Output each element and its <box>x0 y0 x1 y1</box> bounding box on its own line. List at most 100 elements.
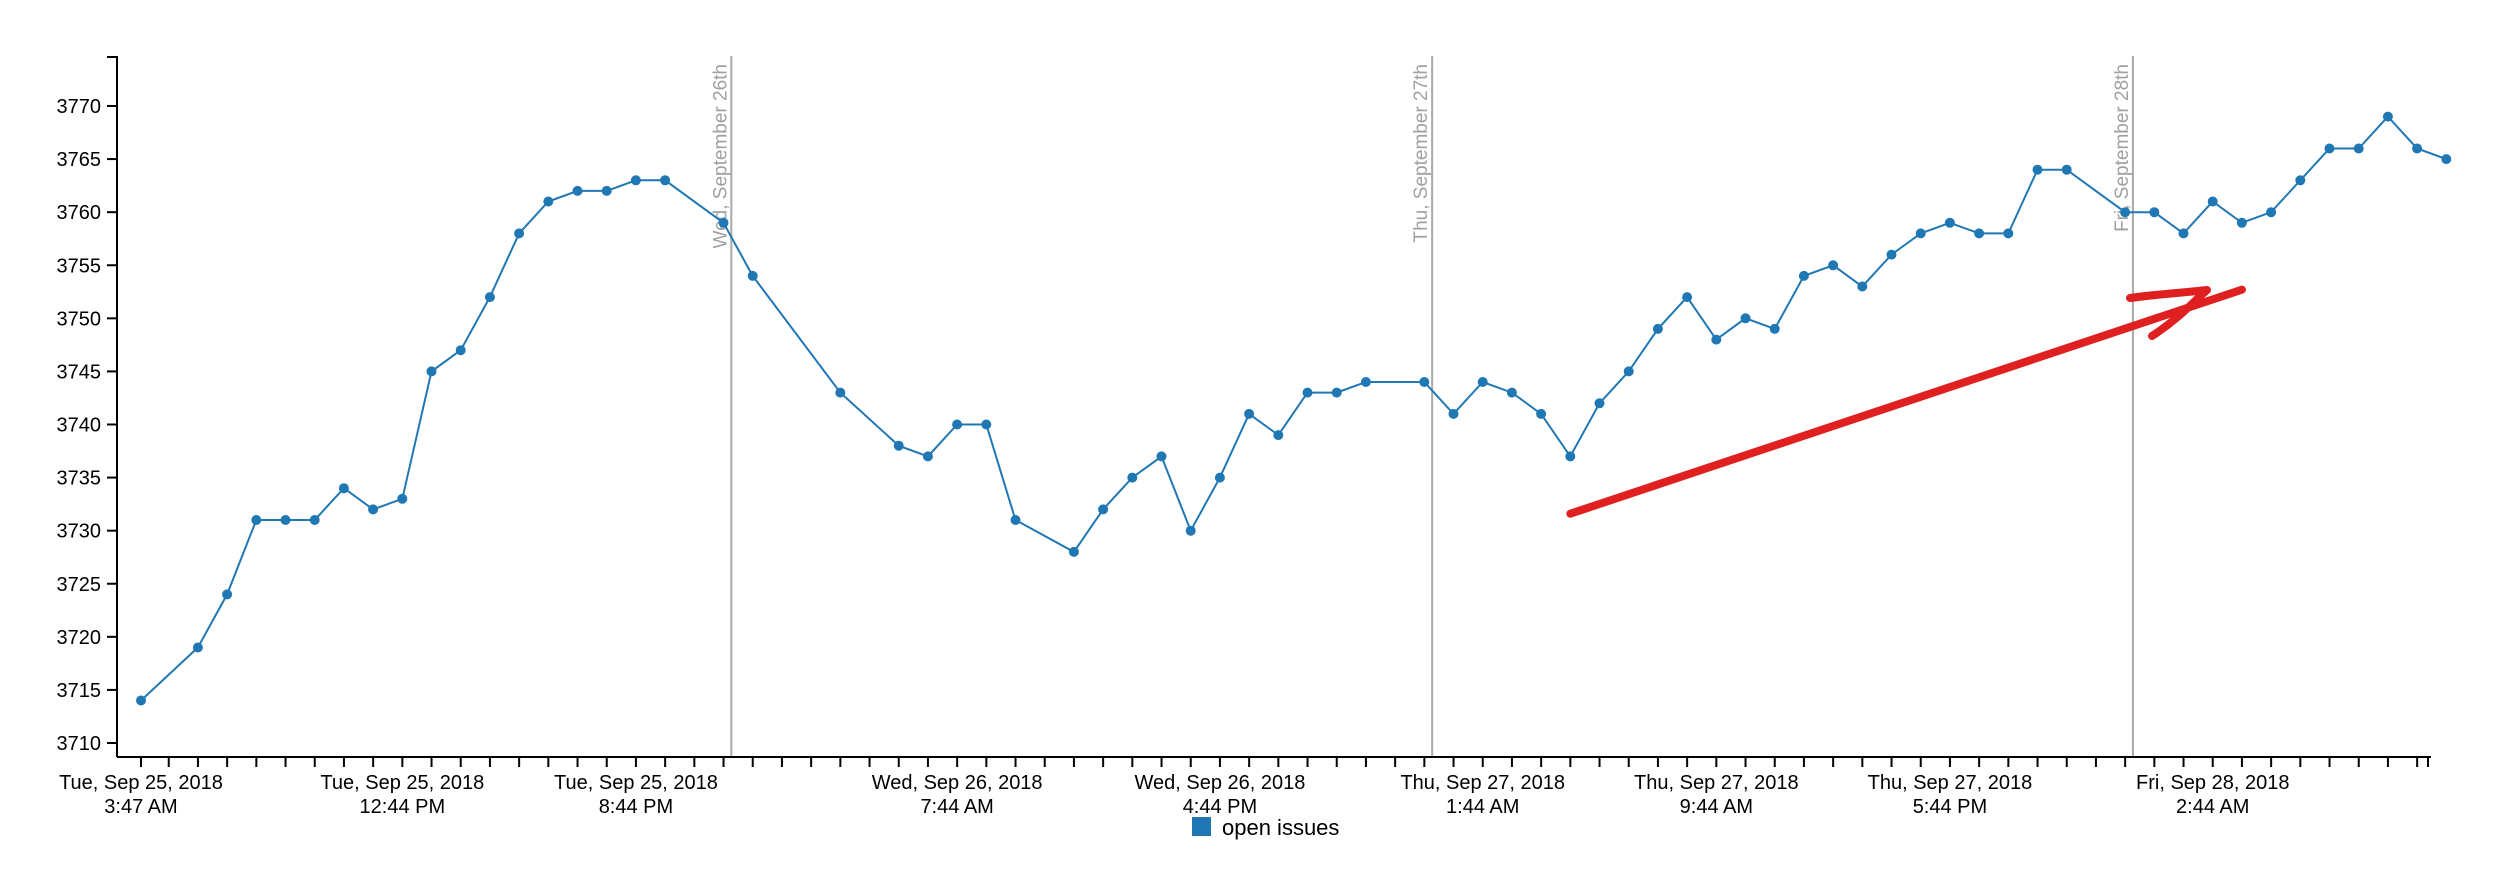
data-point[interactable] <box>1565 451 1576 462</box>
x-tick-label-time: 2:44 AM <box>2176 796 2249 818</box>
y-tick-label: 3745 <box>57 361 102 383</box>
data-point[interactable] <box>251 515 262 525</box>
data-point[interactable] <box>514 228 525 239</box>
data-point[interactable] <box>922 451 933 462</box>
data-point[interactable] <box>2353 143 2364 154</box>
data-point[interactable] <box>1536 408 1547 419</box>
x-tick-label-date: Thu, Sep 27, 2018 <box>1634 772 1799 794</box>
data-point[interactable] <box>2441 154 2452 165</box>
data-point[interactable] <box>1652 323 1663 334</box>
data-point[interactable] <box>1419 377 1430 387</box>
data-point[interactable] <box>338 483 349 494</box>
y-tick-label: 3765 <box>57 149 102 171</box>
x-tick-label-date: Thu, Sep 27, 2018 <box>1868 772 2033 794</box>
data-point[interactable] <box>136 695 146 706</box>
data-point[interactable] <box>426 366 437 377</box>
data-point[interactable] <box>1214 472 1225 483</box>
arrow-head <box>2126 286 2211 340</box>
data-point[interactable] <box>1448 408 1459 419</box>
data-point[interactable] <box>2032 164 2043 175</box>
day-markers: Wed, September 26th Thu, September 27th Fr… <box>710 56 2134 757</box>
data-point[interactable] <box>2149 207 2160 218</box>
y-tick-label: 3770 <box>57 96 102 118</box>
data-point[interactable] <box>2207 196 2218 207</box>
data-point[interactable] <box>1915 228 1926 239</box>
x-tick-label-time: 8:44 PM <box>599 796 673 818</box>
data-point[interactable] <box>1302 387 1313 398</box>
data-point[interactable] <box>1886 249 1897 260</box>
data-point[interactable] <box>1857 281 1868 292</box>
data-point[interactable] <box>1010 515 1021 525</box>
data-point[interactable] <box>309 515 320 525</box>
data-point[interactable] <box>1828 260 1839 271</box>
x-tick-label-date: Tue, Sep 25, 2018 <box>59 772 223 794</box>
data-point[interactable] <box>952 419 963 430</box>
x-tick-label-date: Thu, Sep 27, 2018 <box>1400 772 1565 794</box>
data-point[interactable] <box>1711 334 1722 345</box>
arrow-shaft <box>1566 285 2246 518</box>
data-point[interactable] <box>2120 207 2131 218</box>
data-point[interactable] <box>2295 175 2306 186</box>
data-point[interactable] <box>835 387 846 398</box>
data-point[interactable] <box>1769 323 1780 334</box>
data-point[interactable] <box>1682 292 1693 303</box>
data-point[interactable] <box>660 175 671 186</box>
data-point[interactable] <box>192 642 203 653</box>
y-tick-label: 3725 <box>57 574 102 596</box>
trend-arrow-annotation <box>1566 285 2246 518</box>
data-point[interactable] <box>1098 504 1109 515</box>
data-point[interactable] <box>1798 270 1809 281</box>
y-tick-label: 3720 <box>57 627 102 649</box>
day-marker-label: Thu, September 27th <box>1411 64 1432 243</box>
data-point[interactable] <box>572 185 583 196</box>
data-point[interactable] <box>280 515 291 525</box>
data-point[interactable] <box>1244 408 1255 419</box>
data-point[interactable] <box>1974 228 1985 239</box>
data-point[interactable] <box>2382 111 2393 122</box>
data-point[interactable] <box>1185 525 1196 536</box>
legend-swatch <box>1192 817 1211 836</box>
x-tick-label-time: 4:44 PM <box>1183 796 1257 818</box>
data-point[interactable] <box>1477 377 1488 387</box>
data-point[interactable] <box>893 440 904 451</box>
legend[interactable]: open issues <box>1192 815 1339 840</box>
data-point[interactable] <box>397 493 408 504</box>
x-tick-label-date: Fri, Sep 28, 2018 <box>2136 772 2289 794</box>
data-point[interactable] <box>630 175 641 186</box>
data-point[interactable] <box>1740 313 1751 324</box>
data-point[interactable] <box>2178 228 2189 239</box>
data-point[interactable] <box>1623 366 1634 377</box>
data-point[interactable] <box>601 185 612 196</box>
data-point[interactable] <box>2324 143 2335 154</box>
data-point[interactable] <box>1331 387 1342 398</box>
data-point[interactable] <box>222 589 233 600</box>
data-point[interactable] <box>2412 143 2423 154</box>
data-point[interactable] <box>1156 451 1167 462</box>
data-point[interactable] <box>1273 430 1284 441</box>
data-point[interactable] <box>2003 228 2014 239</box>
data-point[interactable] <box>1068 546 1079 557</box>
y-tick-label: 3740 <box>57 415 102 437</box>
data-point[interactable] <box>981 419 992 430</box>
data-point[interactable] <box>1360 377 1371 387</box>
data-point[interactable] <box>484 292 495 303</box>
data-point[interactable] <box>1944 217 1955 228</box>
data-point[interactable] <box>2266 207 2277 218</box>
data-point[interactable] <box>747 270 758 281</box>
y-tick-label: 3760 <box>57 202 102 224</box>
data-point[interactable] <box>1127 472 1138 483</box>
data-point[interactable] <box>718 217 729 228</box>
data-point[interactable] <box>368 504 379 515</box>
data-point[interactable] <box>1594 398 1605 409</box>
data-point[interactable] <box>455 345 466 356</box>
x-tick-label-time: 5:44 PM <box>1913 796 1987 818</box>
data-point[interactable] <box>543 196 554 207</box>
data-point[interactable] <box>1506 387 1517 398</box>
data-point[interactable] <box>2061 164 2072 175</box>
x-tick-label-time: 12:44 PM <box>360 796 446 818</box>
data-point[interactable] <box>2236 217 2247 228</box>
y-tick-label: 3710 <box>57 733 102 755</box>
x-tick-label-date: Tue, Sep 25, 2018 <box>320 772 484 794</box>
